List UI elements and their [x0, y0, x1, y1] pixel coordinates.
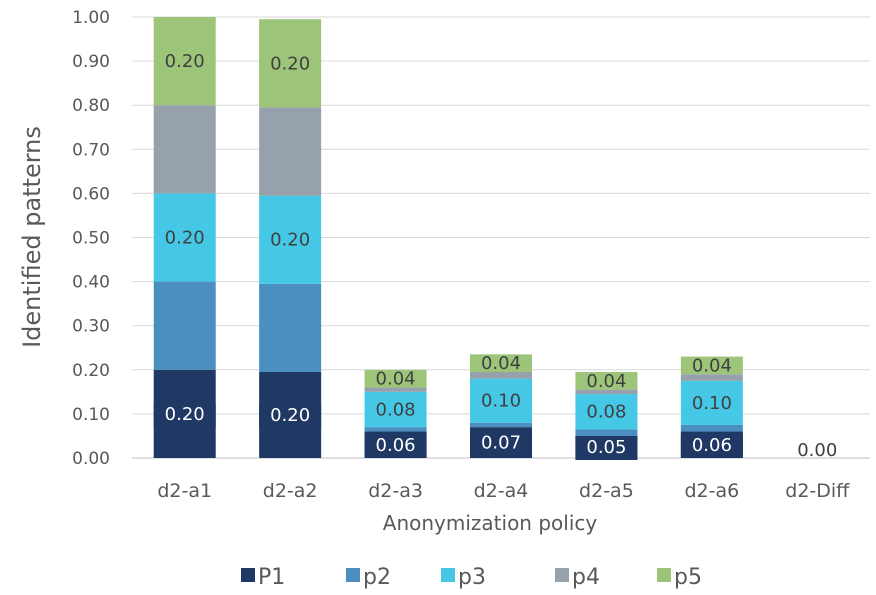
legend-swatch-p4: [555, 568, 569, 582]
legend-label: P1: [258, 565, 285, 590]
x-tick-label: d2-a5: [579, 480, 634, 502]
data-label: 0.06: [692, 435, 732, 456]
data-label: 0.20: [165, 404, 205, 425]
bar-segment-p4: [154, 105, 216, 193]
y-tick-label: 1.00: [72, 8, 110, 28]
y-tick-label: 0.50: [72, 229, 110, 249]
y-tick-label: 0.60: [72, 184, 110, 204]
y-tick-label: 0.00: [72, 449, 110, 469]
y-tick-label: 0.20: [72, 361, 110, 381]
legend-swatch-P1: [241, 568, 255, 582]
legend-swatch-p5: [657, 568, 671, 582]
bar-segment-p2: [365, 427, 427, 431]
data-label: 0.04: [692, 355, 732, 376]
bar-segment-p2: [154, 282, 216, 370]
x-tick-label: d2-a3: [368, 480, 423, 502]
y-tick-label: 0.30: [72, 317, 110, 337]
data-label: 0.07: [481, 433, 521, 454]
data-label: 0.08: [376, 399, 416, 420]
data-label: 0.20: [165, 51, 205, 72]
data-label: 0.20: [270, 405, 310, 426]
data-label: 0.00: [797, 440, 837, 461]
x-tick-label: d2-a4: [474, 480, 529, 502]
legend-label: p2: [363, 565, 391, 590]
x-tick-label: d2-a2: [263, 480, 318, 502]
x-tick-label: d2-a1: [157, 480, 212, 502]
bar-segment-p2: [575, 429, 637, 436]
x-tick-label: d2-Diff: [785, 480, 850, 502]
y-tick-label: 0.10: [72, 405, 110, 425]
data-label: 0.20: [270, 53, 310, 74]
data-label: 0.05: [586, 437, 626, 458]
legend-label: p3: [458, 565, 486, 590]
bar-segment-p4: [259, 107, 321, 195]
data-label: 0.06: [376, 435, 416, 456]
x-axis-title: Anonymization policy: [383, 511, 598, 535]
data-label: 0.04: [586, 371, 626, 392]
y-tick-label: 0.80: [72, 96, 110, 116]
y-tick-label: 0.70: [72, 140, 110, 160]
data-label: 0.04: [376, 369, 416, 390]
y-tick-label: 0.90: [72, 52, 110, 72]
data-label: 0.20: [165, 228, 205, 249]
bar-segment-p2: [470, 423, 532, 427]
data-label: 0.04: [481, 353, 521, 374]
y-tick-label: 0.40: [72, 273, 110, 293]
bar-segment-p2: [681, 425, 743, 432]
legend-label: p4: [572, 565, 600, 590]
legend-label: p5: [674, 565, 702, 590]
legend-swatch-p2: [346, 568, 360, 582]
bar-segment-p2: [259, 284, 321, 372]
legend-swatch-p3: [441, 568, 455, 582]
legend: P1 p2 p3 p4 p5: [241, 565, 702, 590]
data-label: 0.10: [481, 391, 521, 412]
data-label: 0.10: [692, 393, 732, 414]
data-label: 0.20: [270, 230, 310, 251]
y-axis-title: Identified patterns: [18, 126, 46, 348]
y-axis-ticks: 0.00 0.10 0.20 0.30 0.40 0.50 0.60 0.70 0.80 0.90…: [72, 8, 110, 469]
x-axis-ticks: d2-a1 d2-a2 d2-a3 d2-a4 d2-a5 d2-a6 d2-Diff: [157, 480, 850, 502]
x-tick-label: d2-a6: [684, 480, 739, 502]
data-label: 0.08: [586, 402, 626, 423]
